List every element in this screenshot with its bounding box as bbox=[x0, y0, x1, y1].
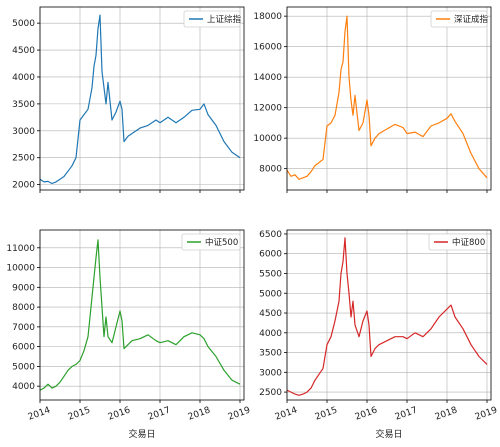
chart-panel-2: 8000 10000 12000 14000 16000 18000 深证成指 bbox=[253, 6, 492, 193]
x-tick-label: 2017 bbox=[394, 406, 419, 423]
y-tick-label: 11000 bbox=[6, 244, 35, 254]
x-axis-label: 交易日 bbox=[128, 428, 155, 440]
series-line bbox=[286, 15, 488, 180]
y-tick-label: 4000 bbox=[12, 382, 35, 392]
x-tick-label: 2018 bbox=[187, 405, 212, 422]
series-line bbox=[286, 237, 488, 396]
y-tick-label: 2000 bbox=[12, 181, 35, 191]
y-tick-label: 3500 bbox=[12, 100, 35, 110]
plot-frame bbox=[39, 6, 245, 191]
y-tick-label: 3500 bbox=[259, 349, 282, 359]
x-tick-label: 2015 bbox=[314, 406, 339, 423]
series-line bbox=[39, 14, 241, 185]
y-tick-label: 4500 bbox=[12, 46, 35, 56]
y-tick-label: 4000 bbox=[12, 73, 35, 83]
plot-frame bbox=[286, 229, 492, 401]
y-tick-label: 4500 bbox=[259, 309, 282, 319]
legend-label: 上证综指 bbox=[207, 14, 242, 25]
y-tick-label: 2500 bbox=[12, 154, 35, 164]
y-tick-label: 7000 bbox=[12, 323, 35, 333]
chart-panel-4: 2500 3000 3500 4000 4500 5000 5500 6000 6500 2014… bbox=[259, 229, 499, 440]
chart-panel-3: 4000 5000 6000 7000 8000 9000 10000 11000 2014 20… bbox=[6, 229, 252, 440]
y-tick-label: 9000 bbox=[12, 283, 35, 293]
y-tick-label: 8000 bbox=[12, 303, 35, 313]
x-tick-label: 2018 bbox=[434, 405, 459, 422]
x-tick-label: 2016 bbox=[107, 405, 132, 422]
legend-label: 深证成指 bbox=[454, 14, 489, 25]
legend-box bbox=[428, 233, 488, 251]
legend-box bbox=[181, 233, 241, 251]
plot-frame bbox=[39, 229, 245, 401]
legend-box bbox=[430, 10, 488, 28]
x-tick-label: 2015 bbox=[67, 406, 92, 423]
y-tick-label: 5000 bbox=[12, 19, 35, 29]
y-tick-label: 3000 bbox=[12, 127, 35, 137]
plot-frame bbox=[286, 6, 492, 191]
x-tick-label: 2019 bbox=[227, 405, 252, 422]
y-tick-label: 6000 bbox=[12, 343, 35, 353]
y-tick-label: 4000 bbox=[259, 329, 282, 339]
legend-box bbox=[183, 10, 241, 28]
y-tick-label: 6000 bbox=[259, 250, 282, 260]
x-tick-label: 2016 bbox=[354, 405, 379, 422]
x-tick-label: 2014 bbox=[27, 405, 52, 422]
y-tick-label: 14000 bbox=[253, 73, 282, 83]
y-tick-label: 5500 bbox=[259, 269, 282, 279]
series-line bbox=[39, 239, 241, 391]
y-tick-label: 16000 bbox=[253, 43, 282, 53]
y-tick-label: 10000 bbox=[253, 134, 282, 144]
x-axis-label: 交易日 bbox=[375, 428, 402, 440]
y-tick-label: 5000 bbox=[259, 289, 282, 299]
x-tick-label: 2017 bbox=[147, 406, 172, 423]
chart-panel-1: 2000 2500 3000 3500 4000 4500 5000 上证综指 bbox=[12, 6, 245, 193]
legend-label: 中证500 bbox=[205, 237, 238, 248]
y-tick-label: 2500 bbox=[259, 388, 282, 398]
y-tick-label: 5000 bbox=[12, 362, 35, 372]
y-tick-label: 10000 bbox=[6, 264, 35, 274]
x-tick-label: 2014 bbox=[274, 405, 299, 422]
y-tick-label: 12000 bbox=[253, 104, 282, 114]
y-tick-label: 3000 bbox=[259, 368, 282, 378]
y-tick-label: 18000 bbox=[253, 12, 282, 22]
legend-label: 中证800 bbox=[452, 237, 485, 248]
y-tick-label: 6500 bbox=[259, 230, 282, 240]
x-tick-label: 2019 bbox=[474, 405, 499, 422]
y-tick-label: 8000 bbox=[259, 165, 282, 175]
